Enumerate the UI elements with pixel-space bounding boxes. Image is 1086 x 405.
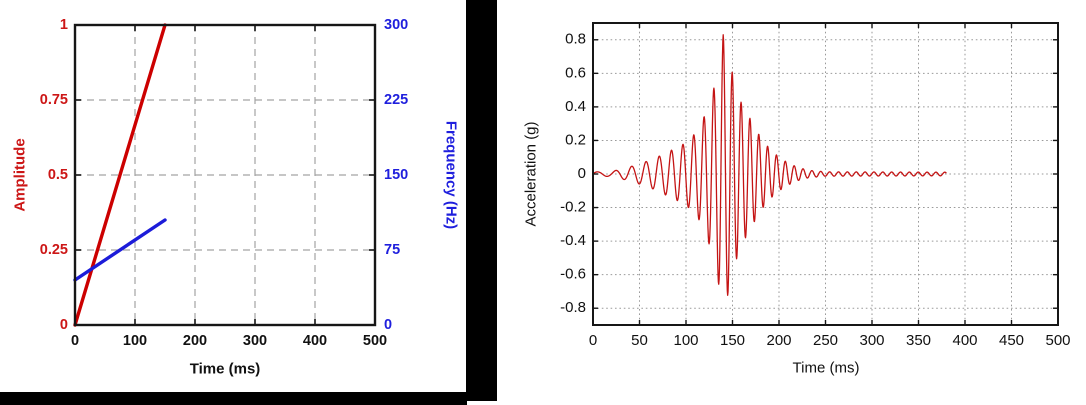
left-y-tick-label: 0.5 <box>48 167 68 183</box>
amplitude-frequency-chart: 0 100 200 300 400 50000.250.50.75107515022530… <box>40 17 408 349</box>
frequency-line <box>73 218 167 282</box>
amplitude-line <box>73 23 167 327</box>
x-tick-label: 300 <box>243 333 267 349</box>
right-chart-y-axis-title: Acceleration (g) <box>522 121 540 227</box>
x-tick-label: 150 <box>720 332 745 349</box>
x-tick-label: 100 <box>123 333 147 349</box>
y-tick-label: 0 <box>578 165 586 182</box>
right-y-tick-label: 225 <box>384 92 408 108</box>
x-tick-label: 100 <box>673 332 698 349</box>
left-chart-x-axis-title: Time (ms) <box>189 360 261 378</box>
left-y-tick-label: 0.75 <box>40 92 68 108</box>
acceleration-chart-panel: 0 50 100 150 200 250 300 350 400 450 500 0.8 0.6 0.4 0… <box>500 0 1086 405</box>
acceleration-chart: 0 50 100 150 200 250 300 350 400 450 500 0.8 0.6 0.4 0… <box>560 22 1071 349</box>
x-tick-label: 200 <box>766 332 791 349</box>
left-y-tick-label: 1 <box>60 17 68 33</box>
right-chart-x-axis-title: Time (ms) <box>792 359 860 377</box>
y-tick-label: -0.4 <box>560 232 586 249</box>
left-y-tick-label: 0 <box>60 317 68 333</box>
left-chart-right-y-axis-title: Frequency (Hz) <box>442 120 460 230</box>
y-tick-label: -0.8 <box>560 299 586 316</box>
y-tick-label: 0.2 <box>565 131 586 148</box>
black-frame-bottom-bar <box>0 392 467 405</box>
y-tick-label: 0.6 <box>565 64 586 81</box>
y-tick-label: -0.6 <box>560 266 586 283</box>
right-y-tick-label: 75 <box>384 242 400 258</box>
acceleration-waveform <box>592 34 947 296</box>
x-tick-label: 200 <box>183 333 207 349</box>
y-tick-label: 0.8 <box>565 31 586 48</box>
x-tick-label: 500 <box>363 333 387 349</box>
x-tick-label: 250 <box>813 332 838 349</box>
left-y-tick-label: 0.25 <box>40 242 68 258</box>
x-tick-label: 450 <box>999 332 1024 349</box>
x-tick-label: 0 <box>589 332 597 349</box>
x-tick-label: 50 <box>631 332 648 349</box>
x-tick-label: 0 <box>71 333 79 349</box>
y-tick-label: -0.2 <box>560 199 586 216</box>
amplitude-frequency-chart-panel: 0 100 200 300 400 500 0 0.25 0.5 0.75 1 0 75 150 225 30… <box>0 0 500 405</box>
right-y-tick-label: 0 <box>384 317 392 333</box>
right-y-tick-label: 150 <box>384 167 408 183</box>
x-tick-label: 350 <box>906 332 931 349</box>
black-frame-right-bar <box>466 0 497 401</box>
right-y-tick-label: 300 <box>384 17 408 33</box>
x-tick-label: 400 <box>952 332 977 349</box>
left-chart-left-y-axis-title: Amplitude <box>11 138 29 212</box>
x-tick-label: 500 <box>1045 332 1070 349</box>
x-tick-label: 400 <box>303 333 327 349</box>
x-tick-label: 300 <box>859 332 884 349</box>
y-tick-label: 0.4 <box>565 98 586 115</box>
